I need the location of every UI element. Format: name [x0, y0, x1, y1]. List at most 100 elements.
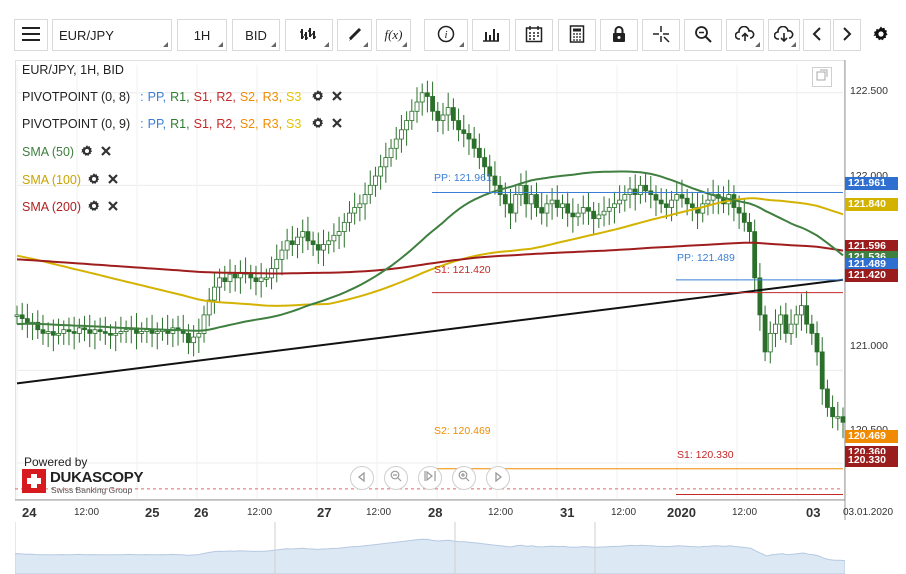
draw-tool-button[interactable] — [337, 19, 372, 51]
candle-body — [326, 240, 332, 245]
zoom-out-icon — [390, 469, 402, 487]
candle-body — [92, 329, 98, 334]
candle-body — [508, 203, 513, 214]
candle-body — [689, 203, 695, 208]
candle-body — [622, 194, 628, 201]
indicator-settings-icon[interactable] — [311, 89, 325, 106]
candle-body — [809, 323, 815, 334]
x-tick-label: 12:00 — [247, 507, 273, 518]
candle-body — [560, 203, 565, 208]
pivot-level-tag: PP, — [147, 89, 167, 104]
legend-row: PIVOTPOINT (0, 9): PP, R1, S1, R2, S2, R3, S3 — [22, 116, 343, 133]
indicator-remove-icon[interactable] — [331, 90, 343, 105]
candle-body — [612, 203, 617, 208]
candle-body — [632, 188, 638, 195]
pivot-level-label: S1: 121.420 — [434, 264, 491, 276]
price-side-select[interactable]: BID — [232, 19, 280, 51]
scroll-right-button[interactable] — [833, 19, 861, 51]
zoom-in-icon — [458, 469, 470, 487]
candle-body — [637, 184, 643, 195]
candle-body — [419, 92, 425, 103]
candle-body — [139, 331, 145, 334]
settings-button[interactable] — [866, 19, 896, 51]
expand-button[interactable] — [812, 67, 832, 87]
fit-icon — [424, 469, 436, 487]
instrument-select[interactable]: EUR/JPY — [52, 19, 172, 51]
candle-body — [606, 207, 612, 212]
download-icon — [773, 25, 794, 45]
nav-next-button[interactable] — [486, 466, 510, 490]
nav-prev-button[interactable] — [350, 466, 374, 490]
function-button[interactable]: f(x) — [376, 19, 411, 51]
crosshair-button[interactable] — [642, 19, 680, 51]
zoom-button[interactable] — [684, 19, 722, 51]
calculator-button[interactable] — [558, 19, 596, 51]
indicator-settings-icon[interactable] — [87, 172, 101, 189]
overview-navigator[interactable] — [15, 522, 845, 574]
candle-body — [425, 92, 430, 97]
x-tick-label: 12:00 — [488, 507, 514, 518]
zoom-out-button[interactable] — [384, 466, 408, 490]
candle-body — [300, 231, 306, 238]
candle-body — [669, 199, 674, 208]
calendar-button[interactable] — [515, 19, 553, 51]
candle-body — [321, 244, 326, 251]
candle-body — [518, 184, 524, 195]
lock-button[interactable] — [600, 19, 638, 51]
candle-body — [575, 212, 581, 218]
timeframe-select[interactable]: 1H — [177, 19, 227, 51]
indicator-remove-icon[interactable] — [331, 117, 343, 132]
candle-body — [217, 277, 223, 288]
candle-body — [191, 336, 197, 344]
candle-body — [222, 277, 228, 282]
indicator-settings-icon[interactable] — [87, 199, 101, 216]
x-tick-label: 12:00 — [611, 507, 637, 518]
nav-prev-icon — [357, 469, 367, 487]
candle-body — [108, 333, 113, 336]
x-tick-label: 28 — [428, 505, 443, 520]
function-icon: f(x) — [384, 27, 403, 42]
candle-body — [154, 331, 160, 334]
candle-body — [40, 329, 46, 334]
gear-icon — [872, 25, 890, 46]
candle-body — [71, 331, 77, 334]
indicators-button[interactable] — [472, 19, 510, 51]
info-button[interactable]: i — [424, 19, 468, 51]
candle-body — [554, 199, 560, 208]
pivot-level-tag: R1, — [170, 116, 190, 131]
candle-body — [352, 207, 358, 214]
candle-body — [513, 194, 519, 214]
indicator-remove-icon[interactable] — [100, 145, 112, 160]
legend-separator: : — [140, 116, 144, 131]
upload-button[interactable] — [726, 19, 764, 51]
candle-body — [284, 240, 290, 251]
crosshair-icon — [652, 25, 670, 46]
candle-body — [440, 114, 446, 121]
candle-body — [502, 194, 508, 205]
candle-body — [102, 331, 108, 334]
indicator-name: SMA (100) — [22, 172, 82, 187]
candle-body — [315, 244, 321, 251]
candle-body — [757, 277, 763, 316]
candle-body — [378, 166, 384, 177]
candle-body — [232, 273, 238, 279]
indicator-remove-icon[interactable] — [107, 173, 119, 188]
candle-body — [295, 236, 300, 245]
scroll-left-button[interactable] — [803, 19, 831, 51]
download-button[interactable] — [768, 19, 800, 51]
pivot-level-tag: R2, — [216, 116, 236, 131]
candle-body — [591, 210, 597, 220]
pivot-level-tag: R3, — [262, 116, 283, 131]
indicator-settings-icon[interactable] — [311, 116, 325, 133]
candle-body — [643, 184, 648, 192]
indicator-remove-icon[interactable] — [107, 200, 119, 215]
fit-button[interactable] — [418, 466, 442, 490]
zoom-in-button[interactable] — [452, 466, 476, 490]
y-tick-label: 121.000 — [850, 340, 888, 352]
chart-type-button[interactable] — [285, 19, 333, 51]
hamburger-menu-button[interactable] — [14, 19, 48, 51]
indicator-settings-icon[interactable] — [80, 144, 94, 161]
candle-body — [523, 184, 529, 205]
candle-body — [539, 207, 545, 214]
legend-row: SMA (100) — [22, 172, 119, 189]
